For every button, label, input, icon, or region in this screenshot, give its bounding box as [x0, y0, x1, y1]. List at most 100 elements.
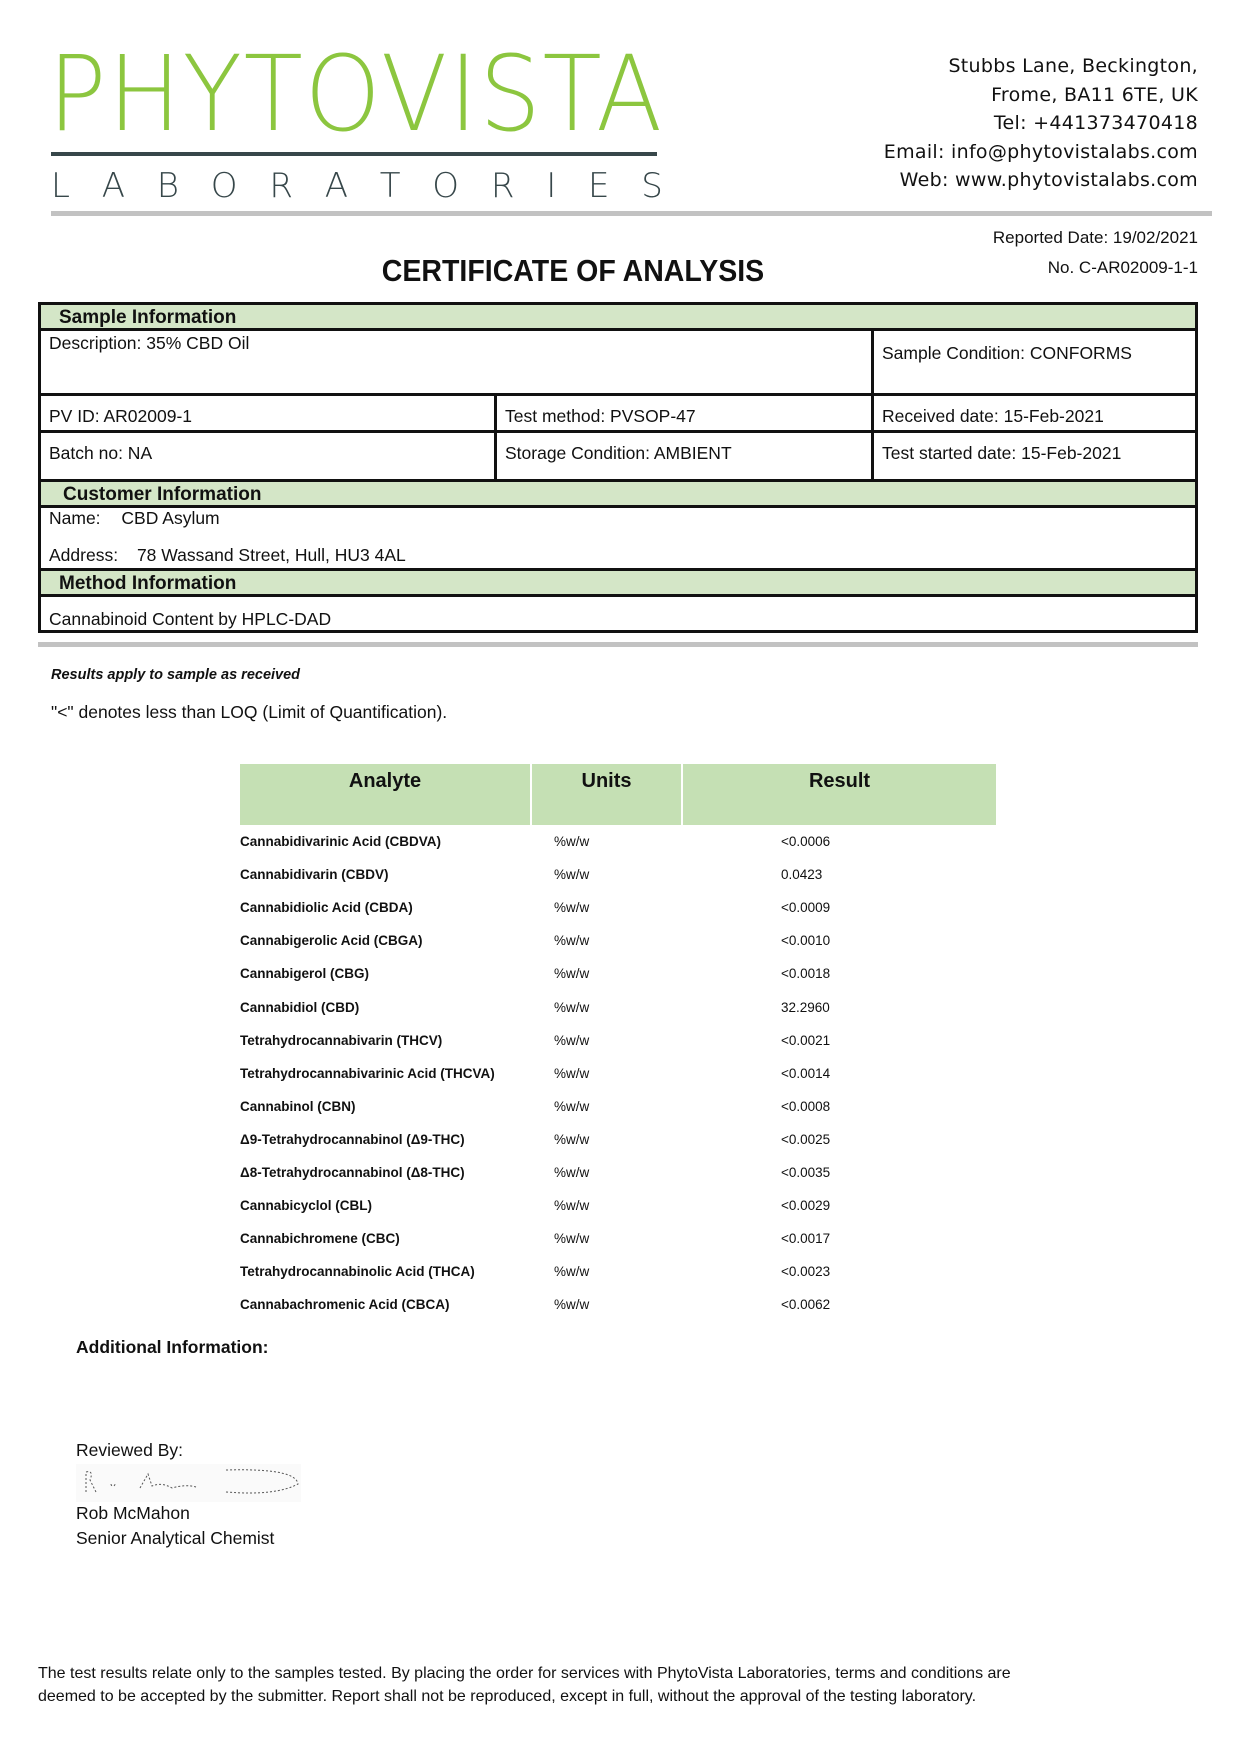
analyte-cell: Tetrahydrocannabivarin (THCV) [240, 1032, 443, 1048]
lab-address: Stubbs Lane, Beckington, Frome, BA11 6TE… [884, 52, 1198, 195]
units-cell: %w/w [554, 1131, 590, 1147]
units-cell: %w/w [554, 834, 590, 850]
units-cell: %w/w [554, 966, 590, 982]
result-cell: <0.0035 [781, 1164, 831, 1180]
sample-row-1: Description: 35% CBD Oil Sample Conditio… [41, 331, 1195, 396]
customer-address: 78 Wassand Street, Hull, HU3 4AL [136, 545, 406, 565]
table-row: Cannabicyclol (CBL) %w/w <0.0029 [240, 1189, 996, 1222]
page-title: CERTIFICATE OF ANALYSIS [381, 253, 765, 288]
result-cell: <0.0014 [781, 1065, 831, 1081]
results-note: Results apply to sample as received [51, 667, 301, 683]
description: Description: 35% CBD Oil [49, 333, 250, 353]
result-cell: 32.2960 [781, 999, 830, 1015]
analyte-cell: Tetrahydrocannabinolic Acid (THCA) [240, 1264, 475, 1280]
result-cell: <0.0009 [781, 900, 831, 916]
logo-letter: T [379, 166, 401, 206]
address-label: Address: [49, 545, 119, 565]
header-units: Units [530, 764, 681, 825]
table-row: Cannabidiol (CBD) %w/w 32.2960 [240, 990, 996, 1023]
result-cell: <0.0029 [781, 1198, 831, 1214]
logo-letter: O [432, 166, 460, 206]
units-cell: %w/w [554, 1297, 590, 1313]
units-cell: %w/w [554, 1032, 590, 1048]
method-text: Cannabinoid Content by HPLC-DAD [49, 609, 332, 629]
customer-info-heading: Customer Information [41, 482, 1195, 508]
reviewer-name: Rob McMahon [76, 1503, 190, 1523]
units-cell: %w/w [554, 1098, 590, 1114]
method-info-heading: Method Information [41, 571, 1195, 597]
result-cell: <0.0008 [781, 1098, 831, 1114]
analyte-cell: Cannabidiolic Acid (CBDA) [240, 900, 413, 916]
website: Web: www.phytovistalabs.com [899, 169, 1198, 191]
units-cell: %w/w [554, 1231, 590, 1247]
info-box: Sample Information Description: 35% CBD … [38, 302, 1198, 633]
analyte-cell: Cannabigerol (CBG) [240, 966, 370, 982]
result-cell: <0.0010 [781, 933, 831, 949]
units-cell: %w/w [554, 1264, 590, 1280]
logo-letter: R [269, 166, 293, 206]
table-row: Cannabidivarinic Acid (CBDVA) %w/w <0.0006 [240, 825, 996, 858]
analyte-cell: Cannabinol (CBN) [240, 1098, 356, 1114]
customer-body: Name: CBD Asylum Address: 78 Wassand Str… [41, 508, 1195, 571]
analyte-cell: Cannabichromene (CBC) [240, 1231, 400, 1247]
table-row: Tetrahydrocannabivarinic Acid (THCVA) %w/… [240, 1057, 996, 1090]
result-cell: 0.0423 [781, 867, 823, 883]
signature-image [76, 1464, 301, 1502]
footer-line: The test results relate only to the samp… [38, 1665, 1011, 1682]
table-row: Δ9-Tetrahydrocannabinol (Δ9-THC) %w/w <0.0… [240, 1123, 996, 1156]
logo-divider [51, 152, 657, 156]
address-line: Stubbs Lane, Beckington, [948, 55, 1198, 77]
reviewed-by-label: Reviewed By: [76, 1440, 183, 1460]
table-row: Cannabichromene (CBC) %w/w <0.0017 [240, 1222, 996, 1255]
analyte-cell: Cannabidiol (CBD) [240, 999, 360, 1015]
header-result: Result [681, 764, 996, 825]
customer-name-row: Name: CBD Asylum [49, 508, 220, 529]
result-cell: <0.0017 [781, 1231, 831, 1247]
additional-info-label: Additional Information: [76, 1337, 269, 1357]
analyte-cell: Cannabidivarin (CBDV) [240, 867, 389, 883]
analyte-cell: Δ9-Tetrahydrocannabinol (Δ9-THC) [240, 1131, 465, 1147]
logo-letter: R [490, 166, 515, 206]
result-cell: <0.0018 [781, 966, 831, 982]
result-cell: <0.0021 [781, 1032, 831, 1048]
table-row: Cannabidiolic Acid (CBDA) %w/w <0.0009 [240, 891, 996, 924]
results-table: Analyte Units Result Cannabidivarinic Ac… [240, 764, 996, 1321]
analyte-cell: Cannabachromenic Acid (CBCA) [240, 1297, 450, 1313]
sample-row-3: Batch no: NA Storage Condition: AMBIENT … [41, 433, 1195, 482]
analyte-cell: Cannabigerolic Acid (CBGA) [240, 933, 423, 949]
header-divider [51, 211, 1212, 216]
table-row: Tetrahydrocannabivarin (THCV) %w/w <0.0021 [240, 1024, 996, 1057]
analyte-cell: Cannabidivarinic Acid (CBDVA) [240, 834, 442, 850]
reported-date: Reported Date: 19/02/2021 [992, 228, 1198, 247]
pv-id: PV ID: AR02009-1 [49, 406, 192, 426]
logo-letter: L [51, 166, 70, 206]
customer-name: CBD Asylum [121, 508, 220, 528]
units-cell: %w/w [554, 933, 590, 949]
result-cell: <0.0006 [781, 834, 831, 850]
certificate-number: No. C-AR02009-1-1 [1047, 258, 1198, 277]
result-cell: <0.0023 [781, 1264, 831, 1280]
storage-condition: Storage Condition: AMBIENT [494, 433, 871, 479]
customer-address-row: Address: 78 Wassand Street, Hull, HU3 4A… [49, 545, 406, 566]
logo-letter: I [546, 166, 557, 206]
sample-info-heading: Sample Information [41, 305, 1195, 331]
name-label: Name: [49, 508, 101, 528]
sample-row-2: PV ID: AR02009-1 Test method: PVSOP-47 R… [41, 396, 1195, 433]
logo-letter: A [324, 166, 348, 206]
footer-disclaimer: The test results relate only to the samp… [38, 1662, 1188, 1708]
analyte-cell: Δ8-Tetrahydrocannabinol (Δ8-THC) [240, 1164, 465, 1180]
received-date: Received date: 15-Feb-2021 [871, 396, 1195, 430]
units-cell: %w/w [554, 1198, 590, 1214]
logo-letter: S [641, 166, 663, 206]
units-cell: %w/w [554, 900, 590, 916]
reviewer-role: Senior Analytical Chemist [76, 1528, 275, 1548]
table-row: Cannabigerol (CBG) %w/w <0.0018 [240, 957, 996, 990]
table-row: Tetrahydrocannabinolic Acid (THCA) %w/w <0… [240, 1255, 996, 1288]
units-cell: %w/w [554, 867, 590, 883]
logo-text: PHYTOVISTA [48, 33, 665, 155]
table-row: Δ8-Tetrahydrocannabinol (Δ8-THC) %w/w <0.0… [240, 1156, 996, 1189]
table-row: Cannabidivarin (CBDV) %w/w 0.0423 [240, 858, 996, 891]
table-header: Analyte Units Result [240, 764, 996, 825]
logo-letter: O [210, 166, 238, 206]
